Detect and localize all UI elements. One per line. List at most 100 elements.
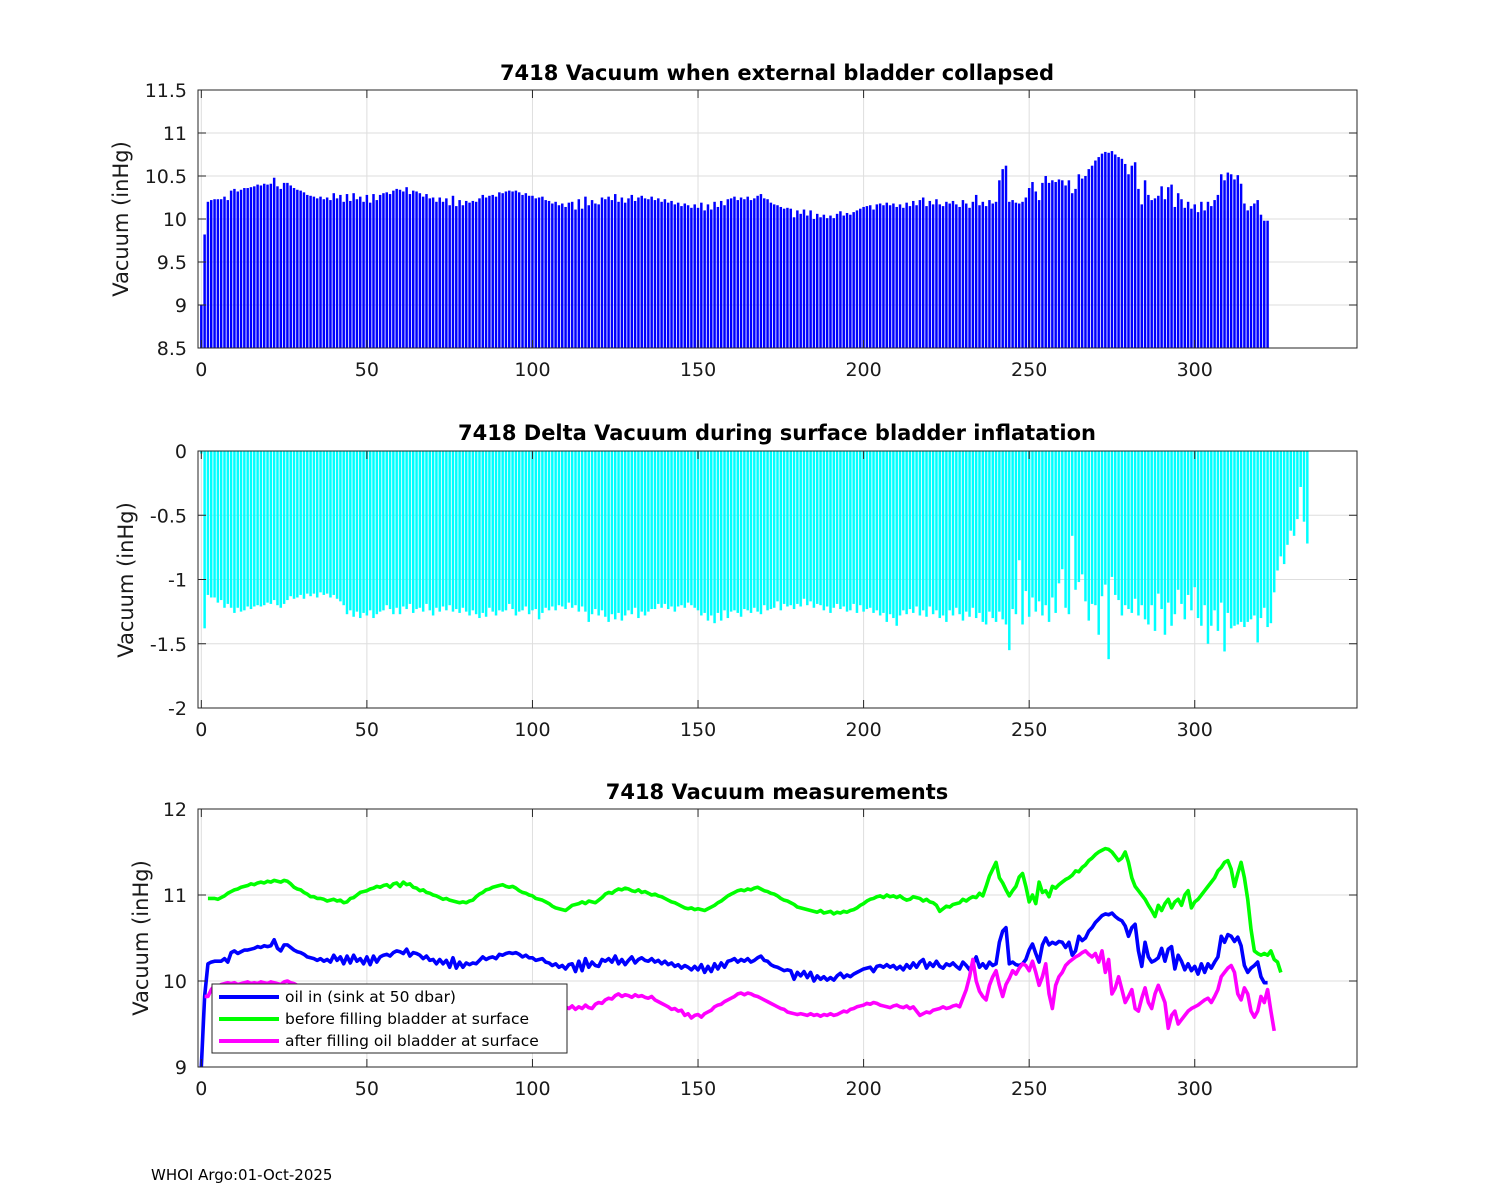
bar — [1259, 451, 1263, 619]
bar — [802, 209, 806, 348]
bar — [1077, 451, 1081, 583]
bar — [690, 451, 693, 606]
bar — [445, 198, 448, 348]
bar — [339, 194, 342, 348]
bar — [693, 204, 696, 348]
bar — [1167, 187, 1170, 348]
bar — [345, 451, 349, 615]
bar — [1011, 200, 1014, 348]
bar — [981, 201, 985, 348]
bar — [733, 196, 736, 348]
bar — [392, 190, 395, 348]
bar — [1193, 451, 1196, 588]
bar — [749, 200, 753, 348]
bar — [1133, 451, 1137, 599]
bar — [726, 451, 730, 619]
bar — [1027, 451, 1031, 617]
bar — [733, 451, 736, 611]
bar — [726, 199, 730, 348]
bar — [1203, 451, 1206, 606]
bar — [895, 206, 898, 348]
bar — [544, 451, 547, 608]
bar — [395, 451, 398, 608]
bar — [1011, 451, 1014, 610]
plot-frame-2 — [197, 450, 1358, 709]
bar — [693, 451, 696, 608]
x-tick-label: 200 — [845, 719, 881, 741]
bar — [600, 451, 604, 611]
bar — [994, 451, 998, 622]
bar — [418, 451, 422, 608]
bar — [683, 203, 687, 348]
bar — [1223, 451, 1226, 652]
bar — [1031, 451, 1034, 598]
bar — [657, 451, 660, 604]
bar — [882, 451, 885, 613]
bar — [484, 197, 488, 348]
bar — [756, 195, 759, 348]
bar — [388, 451, 392, 610]
bar — [1054, 182, 1057, 348]
bar — [610, 451, 614, 615]
bar — [567, 202, 571, 348]
bar — [630, 194, 634, 348]
bar — [570, 201, 574, 348]
bar — [464, 451, 468, 612]
bar — [908, 451, 912, 610]
bar — [945, 451, 948, 622]
bar — [825, 218, 829, 348]
bar — [312, 196, 316, 348]
bar — [1107, 451, 1110, 660]
bar — [1272, 451, 1276, 593]
y-tick-label: 11.5 — [145, 80, 187, 102]
bar — [1213, 200, 1216, 348]
bar — [865, 451, 869, 610]
bar — [206, 451, 210, 595]
bar — [627, 198, 630, 348]
bar — [514, 451, 518, 616]
bar — [1067, 451, 1071, 615]
bar — [749, 451, 753, 613]
bar — [614, 451, 617, 620]
bar — [1110, 451, 1114, 577]
bar — [226, 200, 230, 348]
bar — [1163, 451, 1167, 635]
bar — [1001, 169, 1004, 348]
bar — [1024, 451, 1028, 592]
bar — [988, 200, 991, 348]
x-tick-label: 100 — [514, 359, 550, 381]
bar — [537, 197, 541, 348]
bar — [398, 189, 402, 348]
bar — [620, 451, 624, 621]
bar — [908, 206, 912, 348]
bar — [441, 451, 445, 607]
bar — [607, 196, 610, 348]
legend-label-before-filling: before filling bladder at surface — [285, 1010, 529, 1028]
bar — [315, 451, 319, 598]
bar — [1061, 180, 1064, 348]
bar — [617, 451, 620, 613]
bar — [541, 451, 544, 613]
bar — [776, 451, 779, 602]
bar — [1001, 451, 1004, 620]
bar — [1160, 451, 1163, 610]
bar — [504, 191, 508, 348]
bar — [329, 200, 332, 348]
bar — [1173, 451, 1177, 615]
bar — [1008, 201, 1011, 348]
bar — [561, 203, 564, 348]
bar — [620, 197, 624, 348]
bar — [928, 451, 932, 607]
bar — [484, 451, 488, 617]
bar — [368, 451, 372, 611]
bar — [832, 218, 836, 348]
bar — [700, 451, 703, 616]
y-axis-label-2: Vacuum (inHg) — [114, 502, 138, 658]
bar — [464, 200, 468, 348]
bar — [1070, 451, 1074, 536]
bar — [743, 199, 746, 348]
bar — [683, 451, 687, 608]
bar — [382, 193, 385, 348]
bar — [1226, 172, 1230, 348]
bar — [425, 451, 428, 604]
